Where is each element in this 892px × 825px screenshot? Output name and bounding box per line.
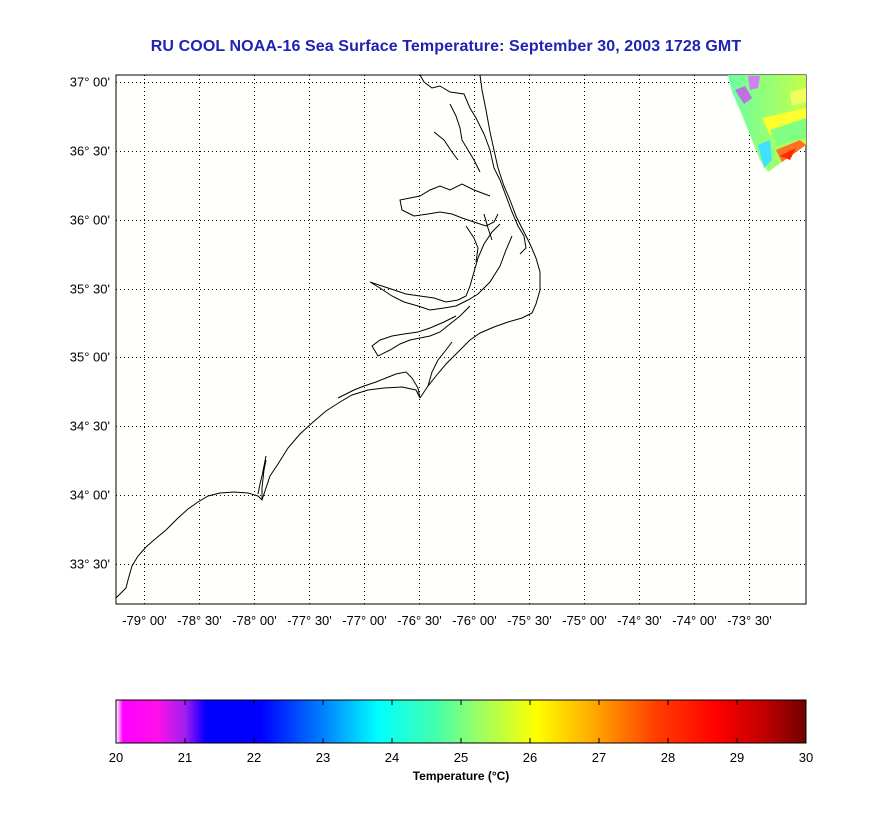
colorbar-tick-label: 24 [385,750,399,765]
colorbar-tick-label: 21 [178,750,192,765]
map-title: RU COOL NOAA-16 Sea Surface Temperature:… [150,38,742,55]
lon-tick-label: -77° 00' [342,613,387,628]
lon-tick-label: -75° 30' [507,613,552,628]
lon-tick-label: -74° 00' [672,613,717,628]
longitude-axis-labels: -79° 00' -78° 30' -78° 00' -77° 30' -77° 00'… [122,613,772,628]
lon-tick-label: -73° 30' [727,613,772,628]
lon-tick-label: -74° 30' [617,613,662,628]
coast-outer-banks [419,75,541,399]
coast-core-sound [337,341,453,399]
lat-tick-label: 36° 00' [70,213,110,228]
lat-tick-label: 33° 30' [70,557,110,572]
lat-tick-label: 36° 30' [70,144,110,159]
coast-chowan [433,103,481,173]
lat-tick-label: 34° 00' [70,488,110,503]
colorbar-tick-label: 29 [730,750,744,765]
colorbar-tick-label: 30 [799,750,813,765]
lon-tick-label: -79° 00' [122,613,167,628]
colorbar-tick-label: 22 [247,750,261,765]
colorbar-tick-label: 27 [592,750,606,765]
coast-pamlico-sound [369,223,513,311]
coast-pamlico-inlet [465,213,493,263]
lat-tick-label: 37° 00' [70,75,110,90]
lon-tick-label: -76° 00' [452,613,497,628]
colorbar [115,699,807,744]
coast-albemarle-sound [399,183,499,227]
lat-tick-label: 35° 30' [70,282,110,297]
lon-tick-label: -78° 30' [177,613,222,628]
coastline [116,75,541,599]
colorbar-tick-label: 25 [454,750,468,765]
colorbar-label: Temperature (°C) [412,769,510,783]
colorbar-tick-label: 26 [523,750,537,765]
lat-tick-label: 34° 30' [70,419,110,434]
lat-tick-label: 35° 00' [70,350,110,365]
colorbar-ticks: 20 21 22 23 24 25 26 27 28 29 30 [109,700,813,765]
plot-area [115,74,807,605]
coast-inner-sound [257,455,267,500]
lon-tick-label: -78° 00' [232,613,277,628]
latitude-axis-labels: 37° 00' 36° 30' 36° 00' 35° 30' 35° 00' 34° 3… [70,75,110,572]
coast-sound-shore [419,75,527,255]
lon-tick-label: -75° 00' [562,613,607,628]
lon-tick-label: -76° 30' [397,613,442,628]
colorbar-tick-label: 20 [109,750,123,765]
gridlines [116,75,806,604]
coast-neuse-river [371,305,471,357]
lon-tick-label: -77° 30' [287,613,332,628]
colorbar-tick-label: 28 [661,750,675,765]
colorbar-tick-label: 23 [316,750,330,765]
coast-mainland-south [116,386,421,599]
sst-satellite-swath [728,75,806,172]
